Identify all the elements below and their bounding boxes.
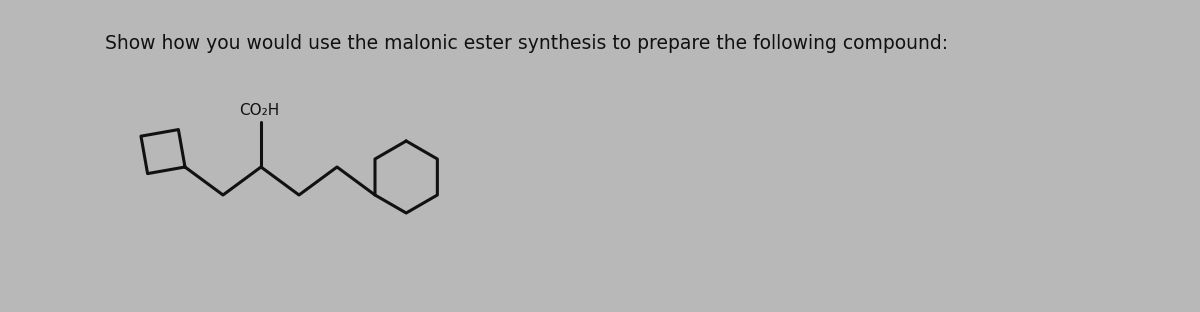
Text: CO₂H: CO₂H: [239, 103, 280, 118]
Text: Show how you would use the malonic ester synthesis to prepare the following comp: Show how you would use the malonic ester…: [106, 34, 948, 53]
